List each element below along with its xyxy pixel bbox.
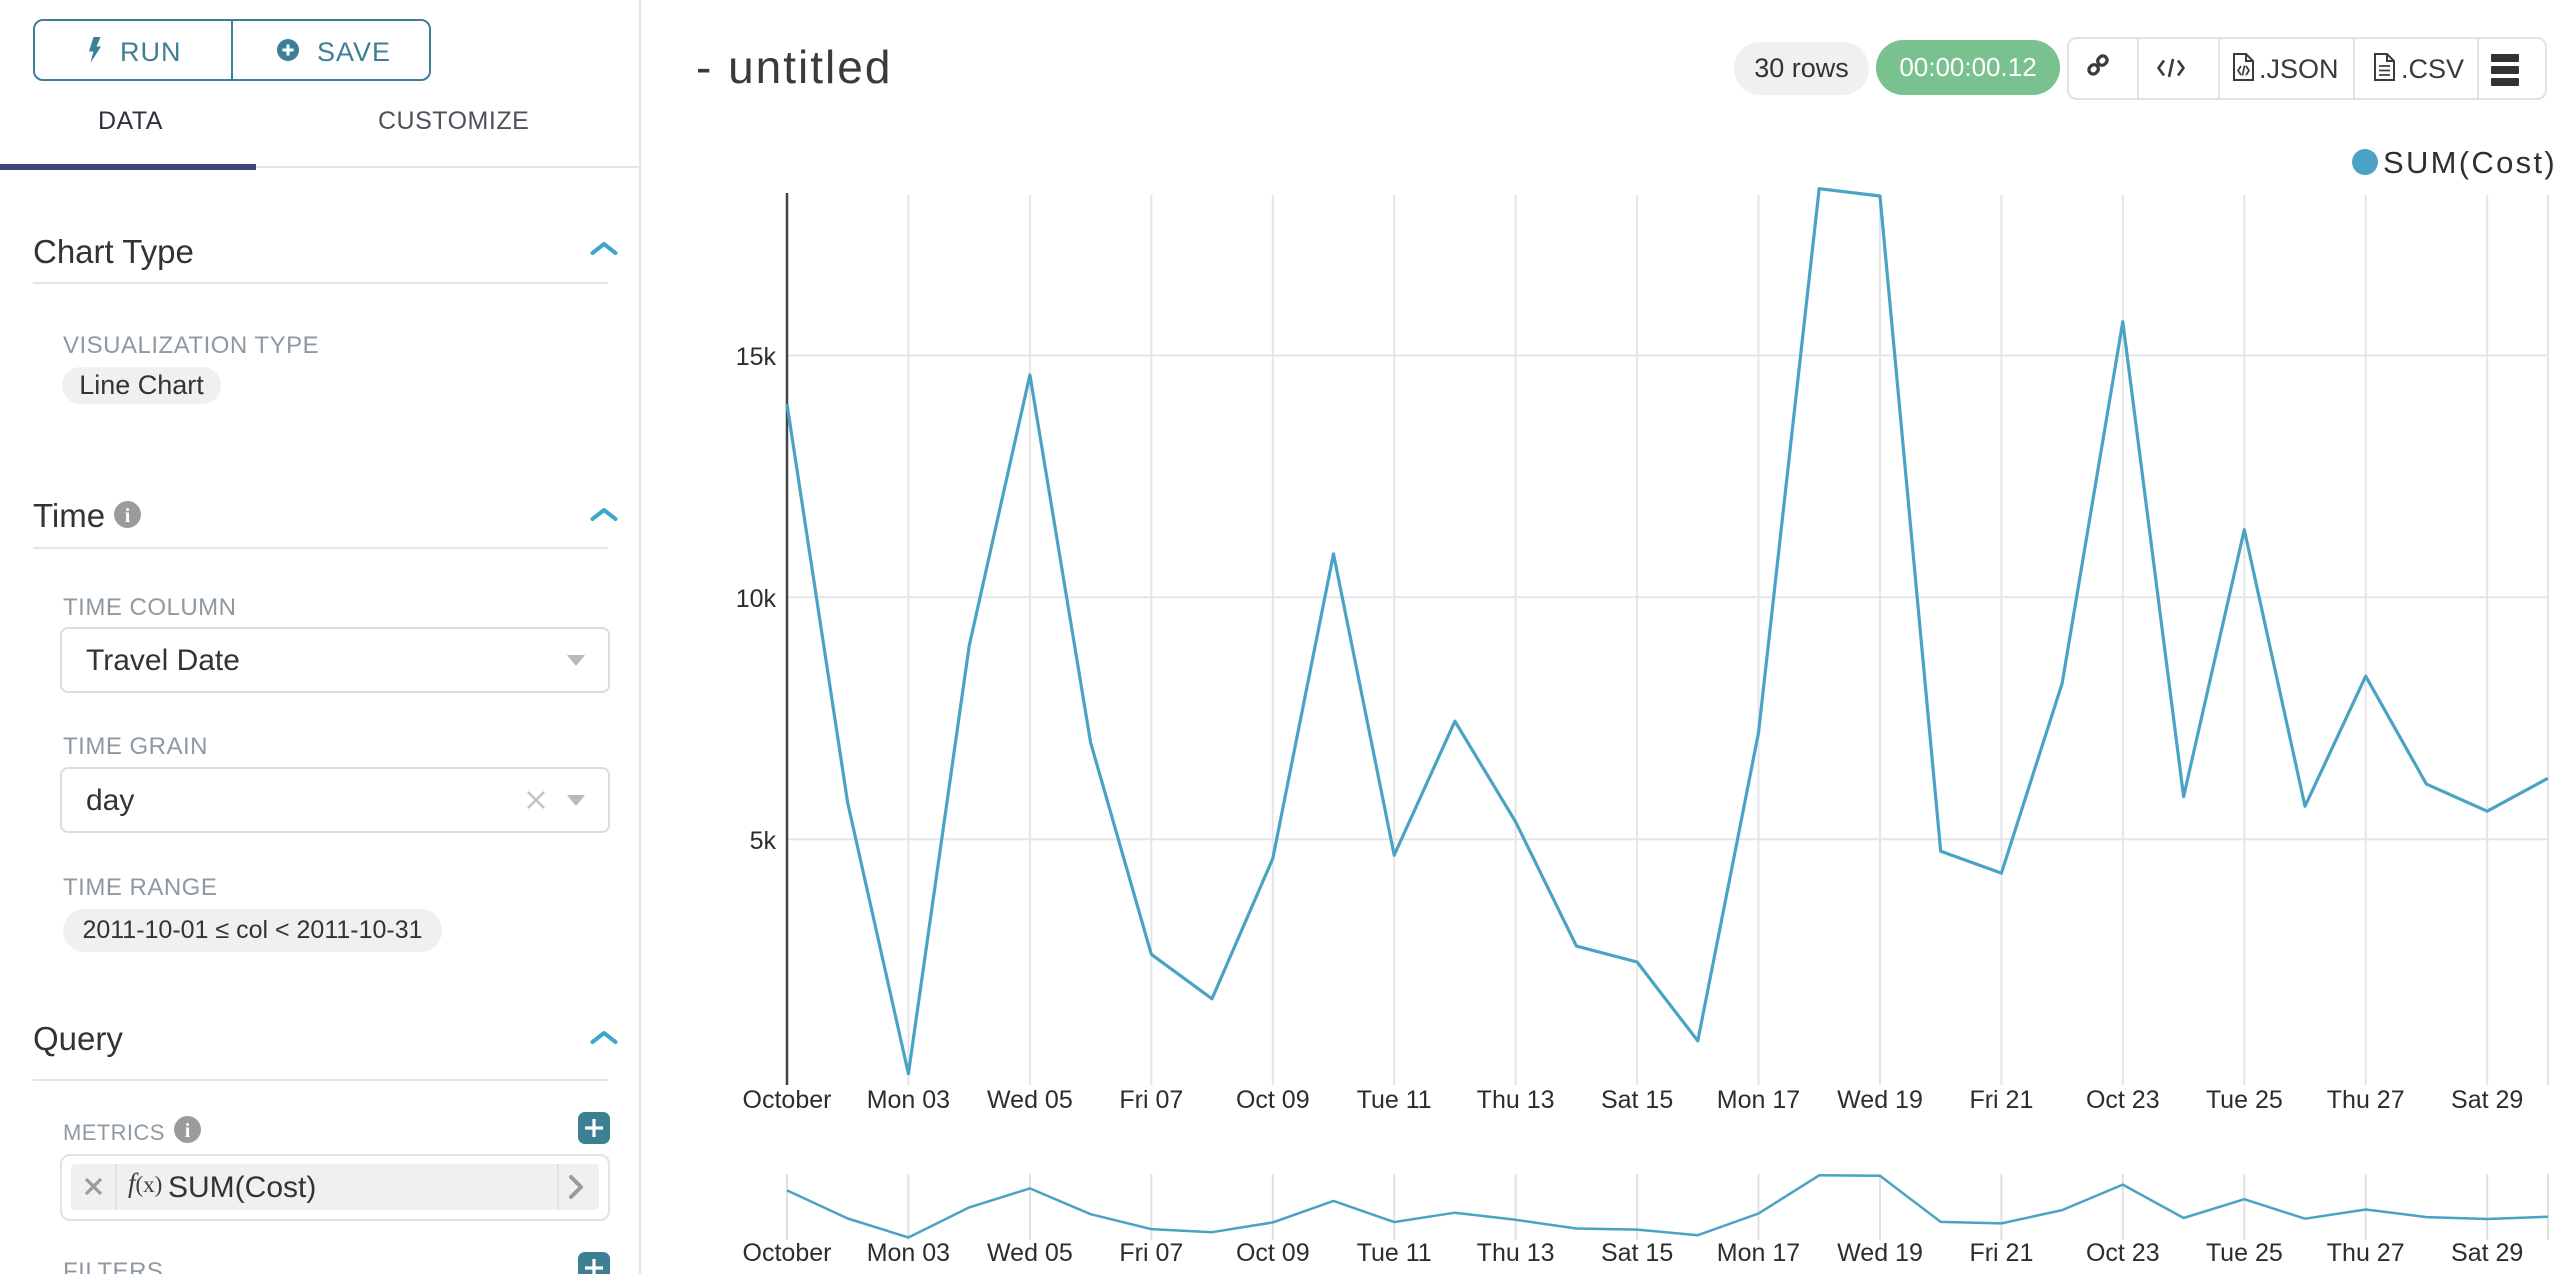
svg-text:Mon 03: Mon 03 bbox=[867, 1239, 950, 1267]
svg-text:Oct 09: Oct 09 bbox=[1236, 1239, 1310, 1267]
svg-text:Fri 21: Fri 21 bbox=[1969, 1086, 2033, 1114]
svg-text:October: October bbox=[743, 1239, 832, 1267]
svg-text:Mon 03: Mon 03 bbox=[867, 1086, 950, 1114]
svg-text:5k: 5k bbox=[750, 827, 777, 855]
svg-text:Wed 19: Wed 19 bbox=[1837, 1239, 1923, 1267]
svg-text:15k: 15k bbox=[736, 343, 777, 371]
svg-text:SUM(Cost): SUM(Cost) bbox=[2383, 145, 2557, 180]
svg-text:Thu 27: Thu 27 bbox=[2327, 1239, 2405, 1267]
svg-text:Sat 29: Sat 29 bbox=[2451, 1239, 2523, 1267]
svg-text:Tue 25: Tue 25 bbox=[2206, 1086, 2283, 1114]
svg-text:Mon 17: Mon 17 bbox=[1717, 1239, 1800, 1267]
svg-text:Tue 11: Tue 11 bbox=[1357, 1239, 1432, 1267]
svg-text:Fri 07: Fri 07 bbox=[1119, 1086, 1183, 1114]
svg-text:Tue 11: Tue 11 bbox=[1357, 1086, 1432, 1114]
svg-text:i: i bbox=[185, 1120, 191, 1142]
svg-text:Oct 23: Oct 23 bbox=[2086, 1086, 2160, 1114]
svg-text:Sat 15: Sat 15 bbox=[1601, 1086, 1673, 1114]
svg-text:Sat 15: Sat 15 bbox=[1601, 1239, 1673, 1267]
svg-text:Fri 21: Fri 21 bbox=[1969, 1239, 2033, 1267]
svg-text:Thu 13: Thu 13 bbox=[1477, 1239, 1555, 1267]
svg-text:Wed 05: Wed 05 bbox=[987, 1086, 1073, 1114]
svg-text:Oct 23: Oct 23 bbox=[2086, 1239, 2160, 1267]
svg-text:Thu 27: Thu 27 bbox=[2327, 1086, 2405, 1114]
svg-text:10k: 10k bbox=[736, 585, 777, 613]
svg-text:Fri 07: Fri 07 bbox=[1119, 1239, 1183, 1267]
svg-text:Tue 25: Tue 25 bbox=[2206, 1239, 2283, 1267]
svg-text:Wed 19: Wed 19 bbox=[1837, 1086, 1923, 1114]
svg-text:Thu 13: Thu 13 bbox=[1477, 1086, 1555, 1114]
svg-text:Sat 29: Sat 29 bbox=[2451, 1086, 2523, 1114]
svg-text:Oct 09: Oct 09 bbox=[1236, 1086, 1310, 1114]
svg-text:Mon 17: Mon 17 bbox=[1717, 1086, 1800, 1114]
svg-text:October: October bbox=[743, 1086, 832, 1114]
svg-text:Wed 05: Wed 05 bbox=[987, 1239, 1073, 1267]
svg-text:i: i bbox=[125, 505, 131, 527]
